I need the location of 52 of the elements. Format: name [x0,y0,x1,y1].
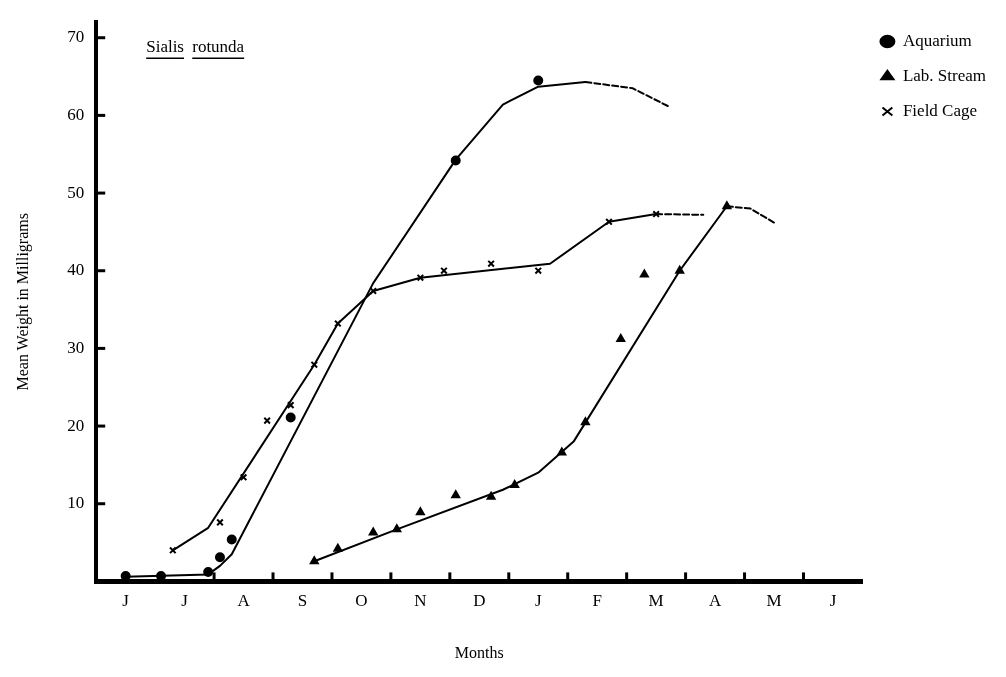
point [533,75,544,86]
point [309,556,319,565]
point [675,265,685,274]
point [510,480,520,489]
x-tick-label: A [237,591,251,611]
point [239,473,248,482]
point [203,567,214,578]
y-tick-label: 50 [67,182,85,202]
point [333,543,343,552]
x-tick-label: J [829,591,837,611]
legend-label: Aquarium [902,30,972,50]
point [415,507,425,516]
point [334,319,342,328]
x-tick-label: J [534,591,542,611]
x-tick-label: N [414,591,427,611]
point [216,518,224,527]
x-tick-label: D [473,591,486,611]
x-axis-title: Months [454,643,504,661]
point [722,201,732,210]
point [487,259,495,268]
legend-label: Lab. Stream [902,65,987,85]
x-tick-label: A [708,591,722,611]
point [486,491,496,500]
point [416,273,425,282]
x-tick-label: J [181,591,189,611]
point [616,334,626,343]
y-tick-label: 70 [67,27,85,47]
x-tick-label: M [648,591,664,611]
point [368,527,378,536]
point [580,417,590,426]
x-tick-label: S [297,591,308,611]
point [557,447,567,456]
point [451,490,461,499]
text: Sialis rotunda [146,37,245,57]
y-tick-label: 40 [67,260,85,280]
point [226,534,237,545]
y-axis-title: Mean Weight in Milligrams [13,213,32,391]
point [639,269,649,278]
point [285,412,296,423]
legend-label: Field Cage [902,100,978,120]
point [392,524,402,533]
y-tick-label: 10 [67,493,85,513]
x-tick-label: M [766,591,782,611]
x-tick-label: F [592,591,602,611]
point [214,552,225,563]
point [450,155,461,166]
x-tick-label: J [122,591,130,611]
y-tick-label: 30 [67,337,85,357]
y-tick-label: 20 [67,415,85,435]
point [286,401,295,409]
x-tick-label: O [355,591,368,611]
y-tick-label: 60 [67,104,85,124]
